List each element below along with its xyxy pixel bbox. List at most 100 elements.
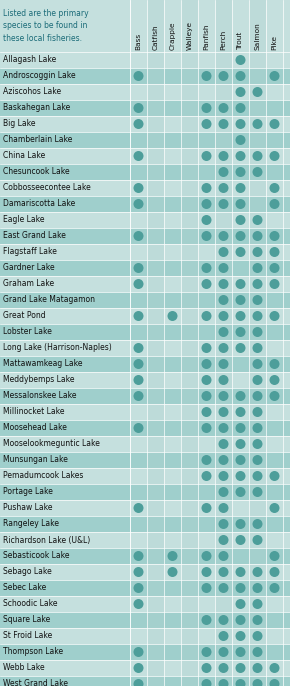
Circle shape [133,359,144,369]
Circle shape [202,615,211,625]
Circle shape [253,679,262,686]
Circle shape [202,679,211,686]
Bar [0,420,290,436]
Circle shape [133,231,144,241]
Bar [249,0,266,686]
Circle shape [202,583,211,593]
Circle shape [218,231,229,241]
Circle shape [218,535,229,545]
Bar [0,148,290,164]
Circle shape [133,151,144,161]
Circle shape [168,311,177,321]
Text: Munsungan Lake: Munsungan Lake [3,456,68,464]
Text: West Grand Lake: West Grand Lake [3,680,68,686]
Text: Trout: Trout [238,32,244,50]
Circle shape [269,663,280,673]
Circle shape [235,599,246,609]
Circle shape [235,247,246,257]
Bar [0,260,290,276]
Text: Moosehead Lake: Moosehead Lake [3,423,67,432]
Circle shape [202,199,211,209]
Circle shape [235,583,246,593]
Circle shape [253,423,262,433]
Circle shape [218,199,229,209]
Circle shape [269,279,280,289]
Circle shape [253,647,262,657]
Text: Lobster Lake: Lobster Lake [3,327,52,337]
Bar [0,452,290,468]
Bar [0,52,290,68]
Circle shape [202,263,211,273]
Bar [0,388,290,404]
Circle shape [218,679,229,686]
Circle shape [269,311,280,321]
Text: Schoodic Lake: Schoodic Lake [3,600,57,608]
Circle shape [202,567,211,577]
Bar [0,596,290,612]
Text: Walleye: Walleye [186,21,193,50]
Text: Chamberlain Lake: Chamberlain Lake [3,136,72,145]
Circle shape [202,343,211,353]
Circle shape [202,375,211,385]
Circle shape [269,567,280,577]
Text: Long Lake (Harrison-Naples): Long Lake (Harrison-Naples) [3,344,112,353]
Bar [0,356,290,372]
Bar [0,564,290,580]
Circle shape [235,647,246,657]
Text: Catfish: Catfish [153,25,159,50]
Text: Sebec Lake: Sebec Lake [3,584,46,593]
Circle shape [218,615,229,625]
Circle shape [218,359,229,369]
Circle shape [202,551,211,561]
Circle shape [218,183,229,193]
Bar [0,100,290,116]
Circle shape [218,663,229,673]
Circle shape [133,503,144,513]
Circle shape [133,647,144,657]
Text: Pemadumcook Lakes: Pemadumcook Lakes [3,471,84,480]
Bar [0,164,290,180]
Bar [0,660,290,676]
Circle shape [202,71,211,81]
Circle shape [133,263,144,273]
Circle shape [133,679,144,686]
Circle shape [202,391,211,401]
Circle shape [133,551,144,561]
Bar [0,132,290,148]
Circle shape [235,471,246,481]
Circle shape [218,151,229,161]
Text: Webb Lake: Webb Lake [3,663,45,672]
Circle shape [218,439,229,449]
Bar [0,628,290,644]
Circle shape [218,455,229,465]
Bar [0,180,290,196]
Circle shape [133,423,144,433]
Circle shape [269,583,280,593]
Circle shape [253,247,262,257]
Text: Mattawamkeag Lake: Mattawamkeag Lake [3,359,82,368]
Text: East Grand Lake: East Grand Lake [3,231,66,241]
Text: Allagash Lake: Allagash Lake [3,56,56,64]
Circle shape [218,551,229,561]
Circle shape [202,151,211,161]
Circle shape [218,583,229,593]
Circle shape [253,215,262,225]
Text: Richardson Lake (U&L): Richardson Lake (U&L) [3,536,90,545]
Text: Messalonskee Lake: Messalonskee Lake [3,392,77,401]
Circle shape [235,679,246,686]
Circle shape [235,407,246,417]
Circle shape [269,263,280,273]
Circle shape [253,327,262,337]
Text: St Froid Lake: St Froid Lake [3,632,52,641]
Text: Sebasticook Lake: Sebasticook Lake [3,552,70,560]
Text: Salmon: Salmon [255,22,260,50]
Circle shape [218,423,229,433]
Bar [0,468,290,484]
Text: Square Lake: Square Lake [3,615,50,624]
Bar [0,324,290,340]
Bar [0,292,290,308]
Bar [0,228,290,244]
Text: Damariscotta Lake: Damariscotta Lake [3,200,75,209]
Text: China Lake: China Lake [3,152,45,161]
Circle shape [235,311,246,321]
